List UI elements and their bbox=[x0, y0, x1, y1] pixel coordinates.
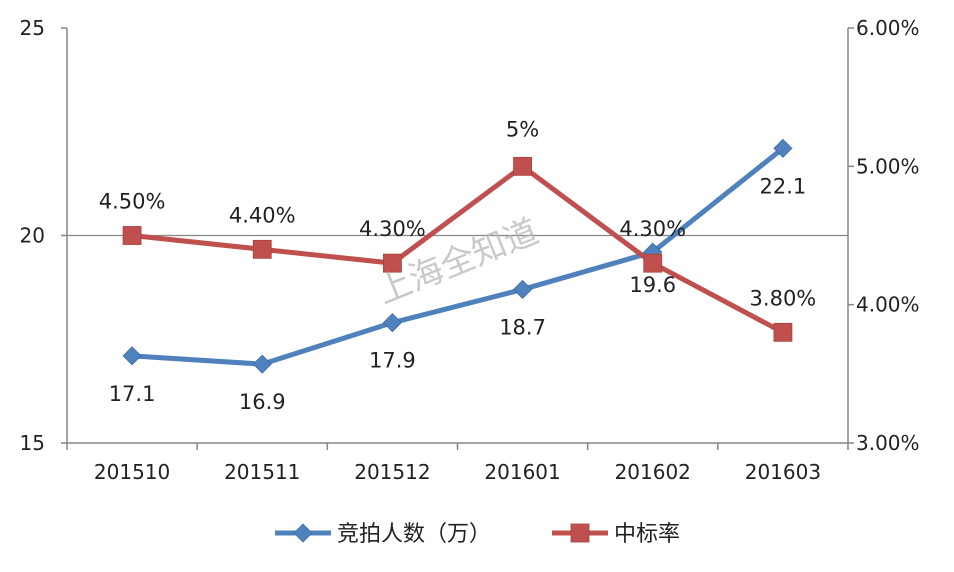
win-rate-marker bbox=[252, 239, 272, 259]
legend-item-win-rate: 中标率 bbox=[552, 522, 680, 547]
win-rate-line bbox=[131, 163, 785, 335]
x-tick-label: 201510 bbox=[94, 460, 170, 484]
win-rate-data-label: 3.80% bbox=[750, 286, 817, 310]
participants-marker bbox=[773, 138, 793, 158]
x-tick-label: 201602 bbox=[615, 460, 691, 484]
participants-marker bbox=[252, 354, 272, 374]
x-tick-label: 201512 bbox=[354, 460, 430, 484]
legend-label: 中标率 bbox=[614, 522, 680, 547]
participants-data-label: 17.9 bbox=[369, 349, 416, 373]
x-axis-ticks: 201510 201511 201512 201601 201602 201603 bbox=[66, 443, 849, 484]
win-rate-data-label: 5% bbox=[506, 117, 539, 141]
participants-line bbox=[131, 146, 785, 367]
left-tick-label: 25 bbox=[20, 16, 45, 40]
legend: 竞拍人数（万） 中标率 bbox=[275, 522, 680, 547]
left-axis-ticks: 15 20 25 bbox=[20, 16, 67, 455]
right-tick-label: 4.00% bbox=[856, 293, 920, 317]
series-layer bbox=[122, 138, 793, 374]
participants-data-label: 16.9 bbox=[239, 390, 286, 414]
right-axis-ticks: 3.00% 4.00% 5.00% 6.00% bbox=[848, 16, 920, 455]
legend-swatch-marker bbox=[570, 523, 590, 543]
right-tick-label: 3.00% bbox=[856, 431, 920, 455]
win-rate-data-label: 4.30% bbox=[619, 217, 686, 241]
right-tick-label: 6.00% bbox=[856, 16, 920, 40]
win-rate-marker bbox=[643, 253, 663, 273]
left-tick-label: 15 bbox=[20, 431, 45, 455]
x-tick-label: 201601 bbox=[484, 460, 560, 484]
win-rate-data-label: 4.40% bbox=[229, 203, 296, 227]
win-rate-marker bbox=[513, 156, 532, 176]
left-tick-label: 20 bbox=[20, 224, 45, 248]
participants-data-label: 22.1 bbox=[760, 174, 807, 198]
right-tick-label: 5.00% bbox=[856, 154, 920, 178]
participants-marker bbox=[122, 346, 142, 366]
participants-marker bbox=[382, 313, 402, 333]
win-rate-marker bbox=[383, 253, 402, 273]
win-rate-data-label: 4.50% bbox=[99, 190, 166, 214]
participants-data-label: 17.1 bbox=[109, 382, 156, 406]
win-rate-data-label: 4.30% bbox=[359, 217, 426, 241]
participants-data-label: 18.7 bbox=[499, 315, 546, 339]
participants-marker bbox=[513, 279, 533, 300]
legend-label: 竞拍人数（万） bbox=[337, 522, 491, 547]
series-win-rate bbox=[122, 156, 793, 342]
x-tick-label: 201511 bbox=[224, 460, 300, 484]
legend-item-participants: 竞拍人数（万） bbox=[275, 522, 491, 547]
legend-swatch-marker bbox=[293, 523, 313, 543]
win-rate-marker bbox=[773, 322, 793, 342]
win-rate-marker bbox=[122, 226, 142, 245]
participants-data-label: 19.6 bbox=[629, 273, 676, 297]
data-labels: 17.1 16.9 17.9 18.7 19.6 22.1 4.50% 4.40% 4.30% 5… bbox=[99, 117, 817, 414]
x-tick-label: 201603 bbox=[745, 460, 821, 484]
